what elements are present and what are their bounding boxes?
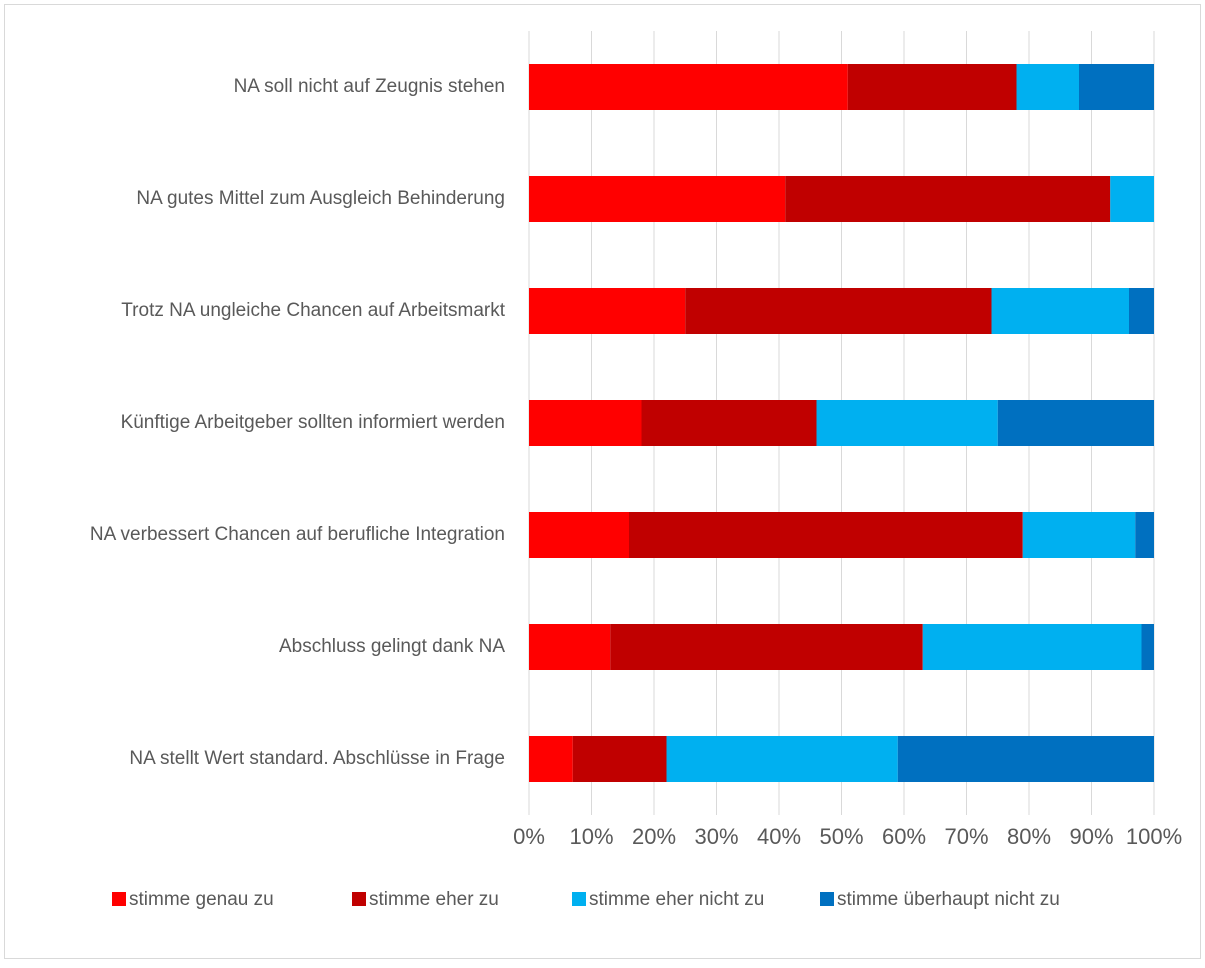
x-tick-label: 70% (944, 824, 988, 849)
legend-swatch (572, 892, 586, 906)
bar-segment (666, 736, 898, 782)
bar-segment (1016, 64, 1079, 110)
legend-label: stimme eher nicht zu (589, 889, 764, 910)
bar-segment (897, 736, 1154, 782)
x-tick-label: 90% (1069, 824, 1113, 849)
x-tick-label: 40% (757, 824, 801, 849)
bar-segment (610, 624, 923, 670)
legend-swatch (352, 892, 366, 906)
x-tick-label: 50% (819, 824, 863, 849)
x-tick-label: 20% (632, 824, 676, 849)
bar-segment (1141, 624, 1154, 670)
x-tick-label: 0% (513, 824, 545, 849)
x-tick-label: 10% (569, 824, 613, 849)
bar-segment (1110, 176, 1154, 222)
chart-border (4, 4, 1201, 959)
bar-segment (529, 736, 573, 782)
bar-segment (991, 288, 1129, 334)
y-tick-label: Abschluss gelingt dank NA (279, 636, 505, 657)
bar-segment (1129, 288, 1154, 334)
bar-segment (1135, 512, 1154, 558)
bar-segment (816, 400, 998, 446)
bar-segment (785, 176, 1111, 222)
bar-segment (685, 288, 992, 334)
bar-segment (1079, 64, 1154, 110)
bar-segment (529, 400, 642, 446)
x-tick-label: 80% (1007, 824, 1051, 849)
x-tick-label: 60% (882, 824, 926, 849)
y-tick-label: NA verbessert Chancen auf berufliche Int… (90, 524, 505, 545)
bar-segment (1022, 512, 1136, 558)
legend-swatch (112, 892, 126, 906)
legend-label: stimme überhaupt nicht zu (837, 889, 1060, 910)
y-tick-label: NA stellt Wert standard. Abschlüsse in F… (129, 748, 505, 769)
bar-segment (529, 512, 629, 558)
legend-label: stimme genau zu (129, 889, 274, 910)
bar-segment (641, 400, 817, 446)
y-tick-label: Trotz NA ungleiche Chancen auf Arbeitsma… (121, 300, 505, 321)
bar-segment (922, 624, 1142, 670)
x-tick-label: 100% (1126, 824, 1182, 849)
bar-segment (997, 400, 1154, 446)
y-tick-label: NA gutes Mittel zum Ausgleich Behinderun… (136, 188, 505, 209)
y-tick-label: NA soll nicht auf Zeugnis stehen (234, 76, 505, 97)
bar-segment (572, 736, 667, 782)
bar-segment (529, 624, 611, 670)
bar-segment (629, 512, 1023, 558)
legend-swatch (820, 892, 834, 906)
bar-segment (529, 64, 848, 110)
y-tick-label: Künftige Arbeitgeber sollten informiert … (121, 412, 505, 433)
x-tick-label: 30% (694, 824, 738, 849)
bar-segment (847, 64, 1017, 110)
legend-label: stimme eher zu (369, 889, 499, 910)
bar-segment (529, 176, 786, 222)
bar-segment (529, 288, 686, 334)
